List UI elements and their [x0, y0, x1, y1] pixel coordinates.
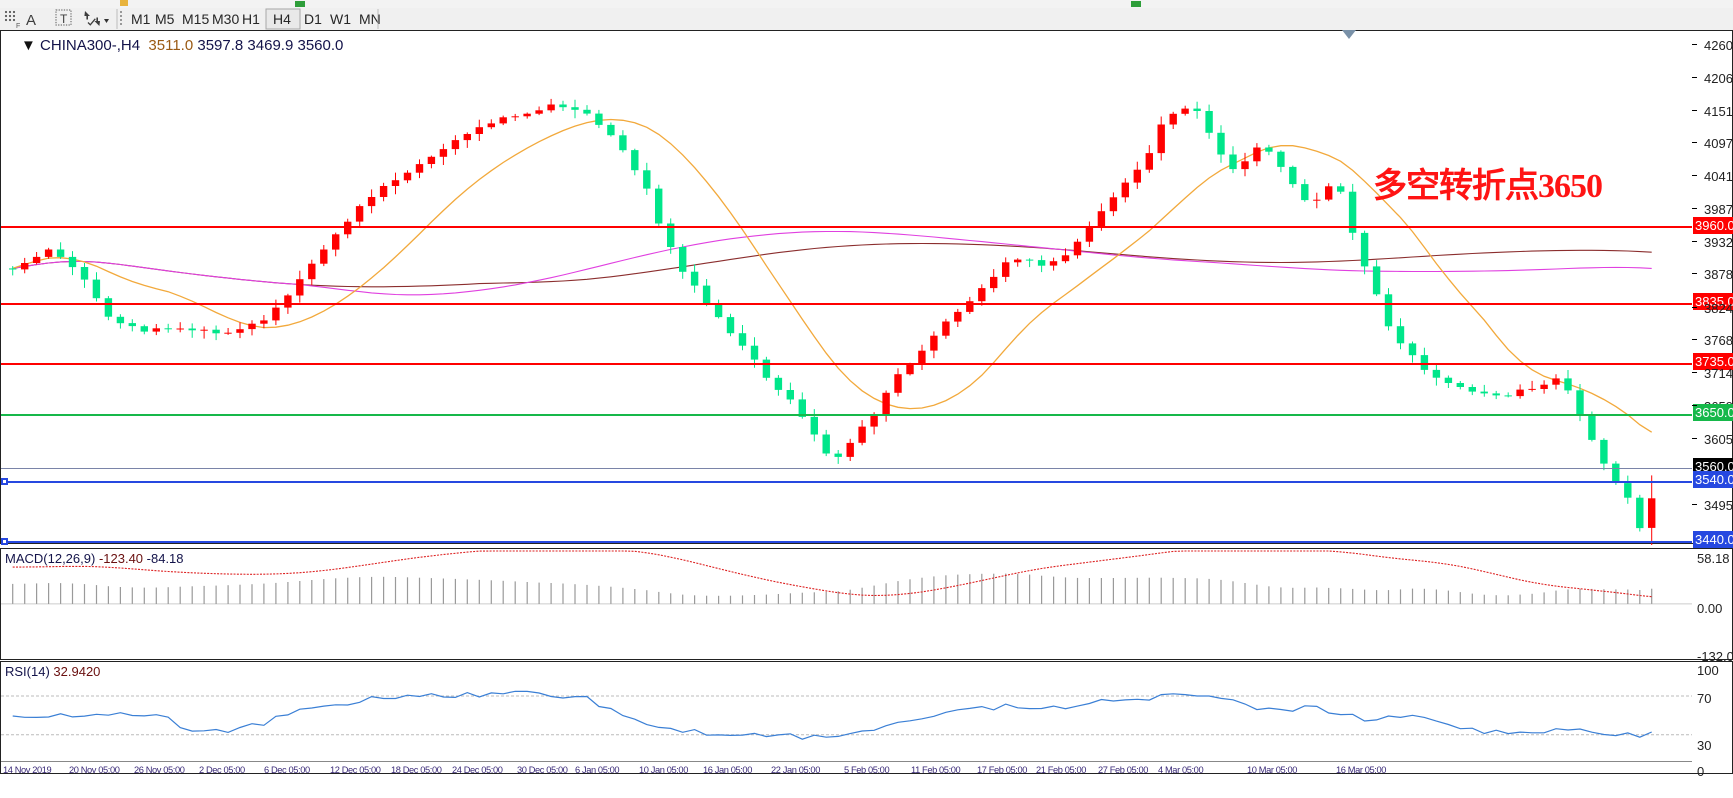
svg-text:A: A: [26, 12, 36, 29]
svg-text:H4: H4: [273, 11, 291, 27]
svg-text:M1: M1: [131, 11, 151, 27]
svg-text:M5: M5: [155, 11, 175, 27]
svg-text:F: F: [16, 23, 20, 30]
svg-text:W1: W1: [330, 11, 351, 27]
svg-text:T: T: [60, 12, 68, 26]
svg-text:M30: M30: [212, 11, 239, 27]
svg-text:D1: D1: [304, 11, 322, 27]
svg-text:M15: M15: [182, 11, 209, 27]
svg-text:H1: H1: [242, 11, 260, 27]
